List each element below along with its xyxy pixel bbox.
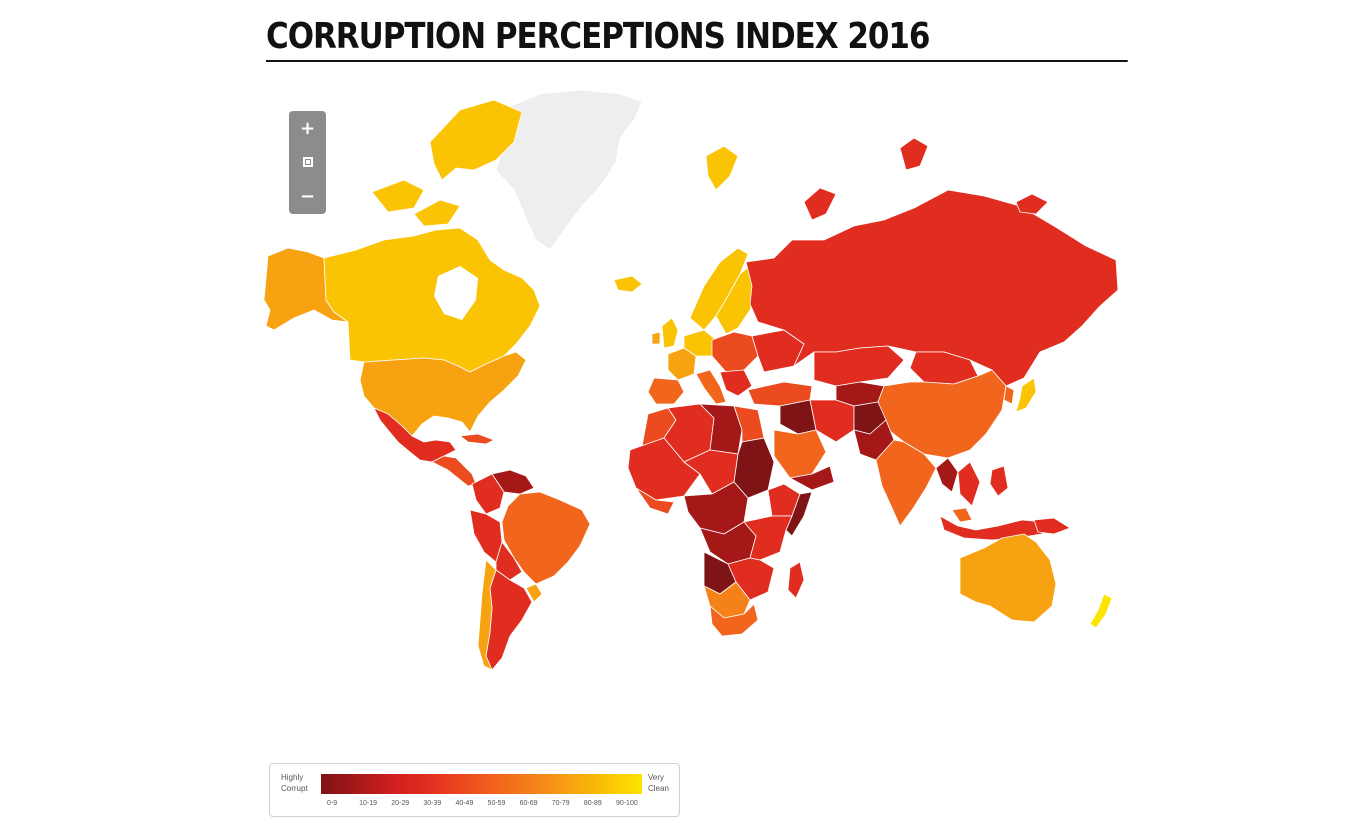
- region-australia: [959, 533, 1057, 623]
- region-ireland: [651, 331, 661, 345]
- region-peru: [469, 509, 503, 563]
- region-alaska: [264, 247, 349, 331]
- region-canada-islands-3: [413, 199, 461, 227]
- region-myanmar: [935, 457, 959, 493]
- legend: Highly Corrupt 0-9 10-19 20-29 30-39 40-49 50…: [269, 763, 680, 817]
- region-argentina: [485, 569, 533, 671]
- region-greenland: [489, 90, 643, 251]
- region-indonesia: [939, 515, 1045, 541]
- region-china: [873, 369, 1007, 459]
- region-caribbean: [459, 433, 495, 445]
- region-kazakhstan: [813, 345, 905, 387]
- region-uruguay: [525, 583, 543, 603]
- region-malaysia: [951, 507, 973, 523]
- region-colombia: [471, 473, 505, 515]
- region-yemen-oman: [789, 465, 835, 491]
- legend-tick-label: 80-89: [583, 800, 602, 807]
- region-japan: [1015, 377, 1037, 413]
- reset-view-button[interactable]: [289, 145, 326, 179]
- legend-tick-label: 30-39: [423, 800, 442, 807]
- region-saudi-arabia: [773, 429, 827, 479]
- region-norway: [689, 247, 749, 331]
- region-hudson-bay: [434, 266, 478, 320]
- legend-low-line1: Highly: [281, 773, 304, 782]
- region-papua: [1033, 517, 1071, 535]
- region-italy: [695, 369, 727, 405]
- zoom-out-button[interactable]: −: [299, 186, 316, 208]
- region-canada-arctic: [429, 99, 523, 181]
- legend-tick-label: 0-9: [327, 800, 338, 807]
- world-map[interactable]: [264, 90, 1122, 680]
- region-south-africa: [709, 603, 759, 637]
- region-new-siberian: [1015, 193, 1049, 215]
- legend-tick-label: 10-19: [359, 800, 378, 807]
- world-map-svg: [264, 90, 1119, 671]
- legend-low-label: Highly Corrupt: [281, 772, 308, 794]
- region-novaya-zemlya: [803, 187, 837, 221]
- region-spain-portugal: [647, 377, 685, 405]
- legend-low-line2: Corrupt: [281, 784, 308, 793]
- region-mexico: [373, 407, 457, 463]
- region-uk: [661, 317, 679, 349]
- legend-gradient-bar: [321, 774, 642, 794]
- legend-high-line1: Very: [648, 773, 665, 782]
- region-balkans: [719, 369, 753, 397]
- region-iceland: [613, 275, 643, 293]
- region-east-africa: [743, 515, 793, 561]
- region-indochina: [957, 461, 981, 507]
- region-eastern-europe: [711, 331, 759, 373]
- legend-tick-label: 70-79: [551, 800, 570, 807]
- region-severnaya: [899, 137, 929, 171]
- region-new-zealand: [1089, 593, 1113, 629]
- reset-view-icon: [302, 157, 313, 168]
- legend-ticks: 0-9 10-19 20-29 30-39 40-49 50-59 60-69 70-79 80…: [321, 800, 642, 812]
- zoom-in-button[interactable]: +: [299, 117, 316, 139]
- region-west-africa-coast: [635, 487, 675, 515]
- zoom-control: + −: [289, 111, 326, 214]
- region-russia: [745, 189, 1119, 387]
- legend-tick-label: 20-29: [391, 800, 410, 807]
- legend-tick-label: 50-59: [487, 800, 506, 807]
- legend-high-label: Very Clean: [648, 772, 669, 794]
- legend-tick-label: 60-69: [519, 800, 538, 807]
- region-canada: [323, 227, 541, 373]
- legend-tick-label: 90-100: [615, 800, 638, 807]
- region-korea: [1003, 385, 1015, 405]
- region-canada-islands-2: [371, 179, 425, 213]
- legend-high-line2: Clean: [648, 784, 669, 793]
- page-title: CORRUPTION PERCEPTIONS INDEX 2016: [266, 14, 1128, 62]
- legend-tick-label: 40-49: [455, 800, 474, 807]
- region-brazil: [501, 491, 591, 585]
- region-madagascar: [787, 561, 805, 599]
- region-india: [875, 439, 937, 527]
- region-philippines: [989, 465, 1009, 497]
- region-svalbard: [705, 145, 739, 191]
- region-iraq-syria: [779, 399, 817, 435]
- region-chile: [477, 559, 497, 671]
- region-central-america: [431, 455, 477, 487]
